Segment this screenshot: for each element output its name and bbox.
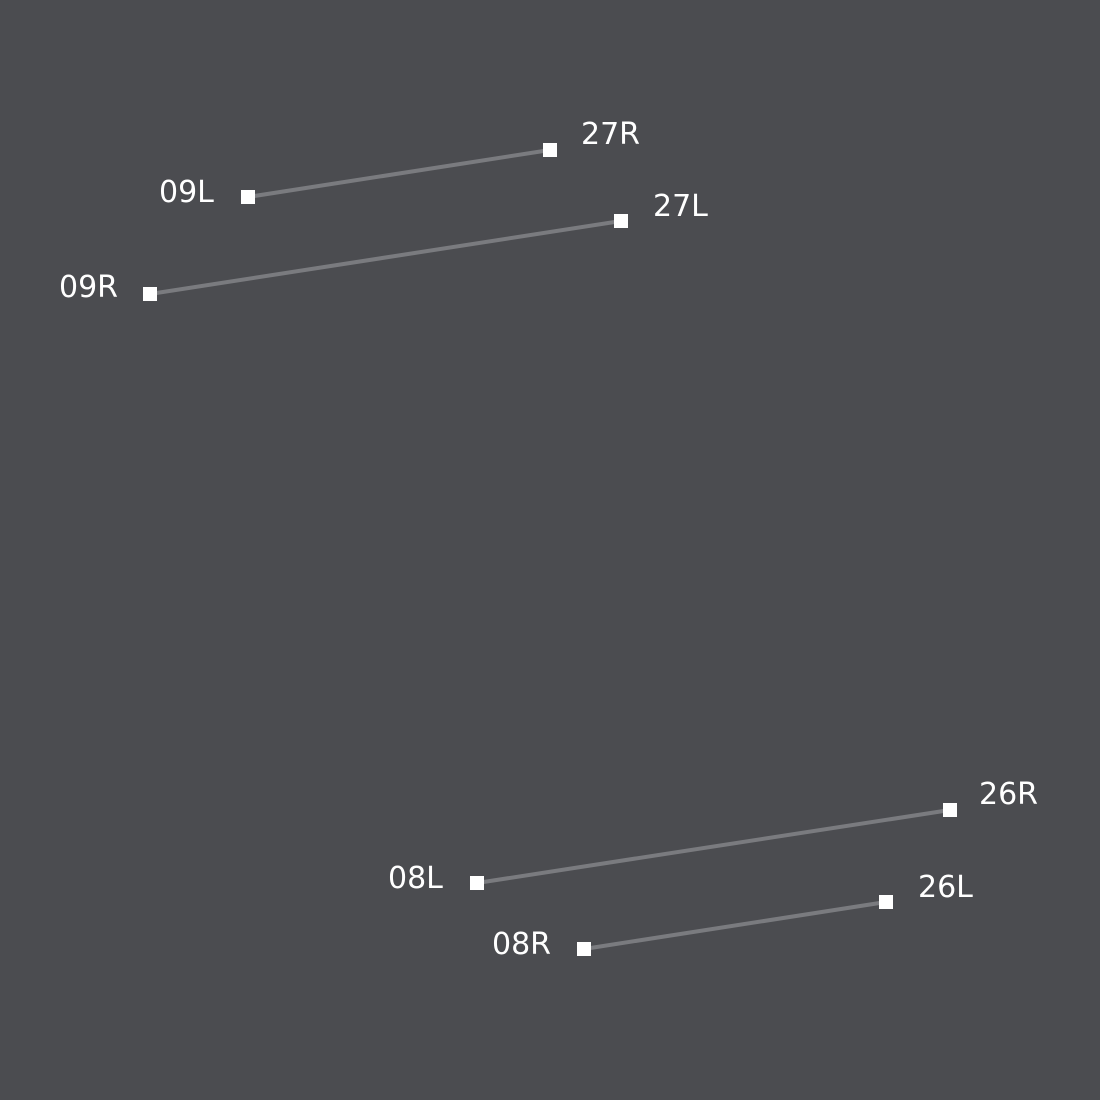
threshold-marker-08R[interactable]: [577, 942, 591, 956]
threshold-marker-09R[interactable]: [143, 287, 157, 301]
threshold-label-08L: 08L: [388, 861, 443, 896]
threshold-marker-08L[interactable]: [470, 876, 484, 890]
threshold-marker-26R[interactable]: [943, 803, 957, 817]
threshold-label-27R: 27R: [581, 117, 640, 152]
runway-line: [148, 219, 623, 296]
runway-09R-27L: 09R 27L: [59, 189, 708, 305]
runway-line: [475, 808, 952, 885]
threshold-label-26R: 26R: [979, 777, 1038, 812]
runway-line: [582, 900, 888, 951]
threshold-marker-27R[interactable]: [543, 143, 557, 157]
threshold-label-09R: 09R: [59, 270, 118, 305]
threshold-marker-09L[interactable]: [241, 190, 255, 204]
threshold-label-27L: 27L: [653, 189, 708, 224]
threshold-marker-27L[interactable]: [614, 214, 628, 228]
runway-08R-26L: 08R 26L: [492, 870, 973, 962]
threshold-marker-26L[interactable]: [879, 895, 893, 909]
threshold-label-09L: 09L: [159, 175, 214, 210]
threshold-label-26L: 26L: [918, 870, 973, 905]
runway-09L-27R: 09L 27R: [159, 117, 640, 210]
runway-08L-26R: 08L 26R: [388, 777, 1038, 896]
runway-line: [246, 148, 552, 199]
threshold-label-08R: 08R: [492, 927, 551, 962]
